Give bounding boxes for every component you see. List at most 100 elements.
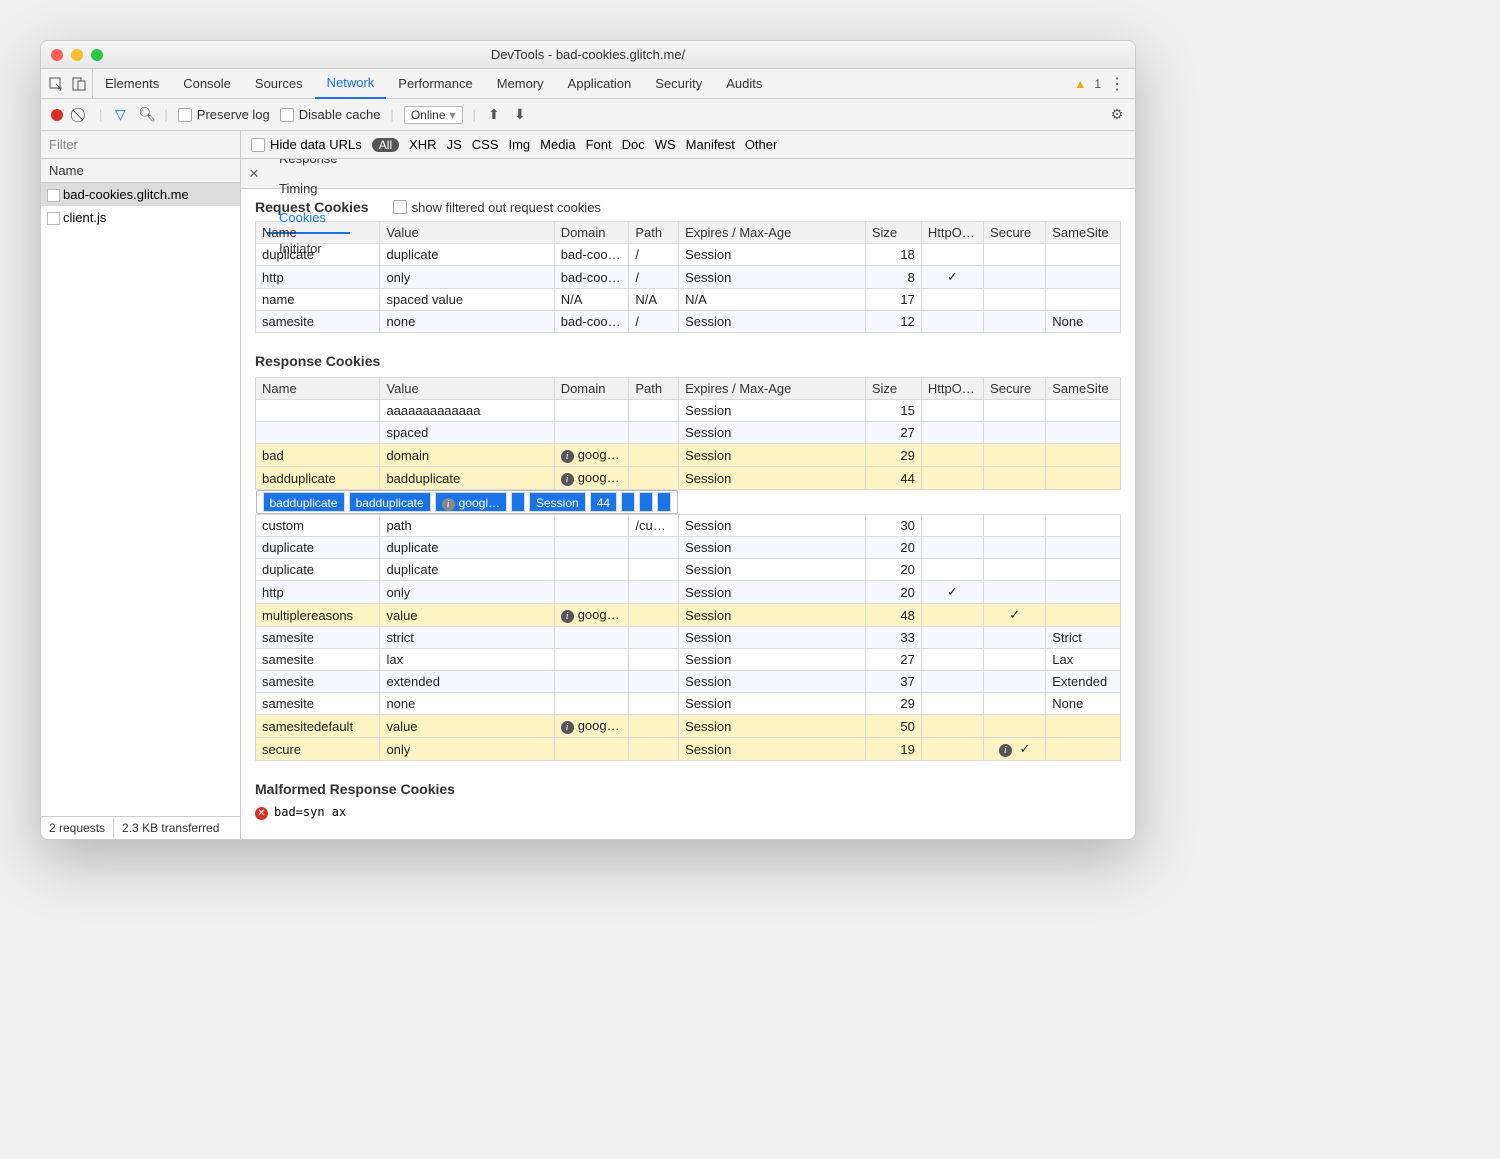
hide-data-urls-checkbox[interactable]: Hide data URLs bbox=[251, 137, 362, 152]
table-row[interactable]: badduplicatebadduplicateigoogl…Session44 bbox=[256, 467, 1121, 490]
status-bar: 2 requests 2.3 KB transferred bbox=[41, 816, 240, 839]
tab-audits[interactable]: Audits bbox=[714, 69, 774, 99]
response-cookies-title: Response Cookies bbox=[255, 353, 380, 369]
filter-type-ws[interactable]: WS bbox=[655, 137, 676, 152]
table-row[interactable]: aaaaaaaaaaaaaSession15 bbox=[256, 400, 1121, 422]
preserve-log-checkbox[interactable]: Preserve log bbox=[178, 107, 270, 122]
request-list: Name bad-cookies.glitch.meclient.js 2 re… bbox=[41, 159, 241, 839]
column-header[interactable]: Secure bbox=[984, 222, 1046, 244]
table-row[interactable]: httponlybad-coo…/Session8✓ bbox=[256, 266, 1121, 289]
upload-icon[interactable]: ⬆ bbox=[486, 106, 502, 123]
column-header[interactable]: Size bbox=[865, 378, 921, 400]
tab-console[interactable]: Console bbox=[171, 69, 243, 99]
table-row[interactable]: samesiteextendedSession37Extended bbox=[256, 671, 1121, 693]
malformed-cookie-row: ✕bad=syn ax bbox=[255, 803, 1121, 821]
tab-security[interactable]: Security bbox=[643, 69, 714, 99]
column-header[interactable]: Domain bbox=[554, 378, 629, 400]
clear-icon[interactable]: ⃠ bbox=[73, 106, 89, 123]
throttling-select[interactable]: Online ▾ bbox=[404, 106, 463, 124]
column-header[interactable]: SameSite bbox=[1046, 222, 1121, 244]
response-cookies-table[interactable]: NameValueDomainPathExpires / Max-AgeSize… bbox=[255, 377, 1121, 761]
warning-count: 1 bbox=[1094, 77, 1101, 91]
column-header[interactable]: HttpO… bbox=[921, 222, 983, 244]
filter-type-other[interactable]: Other bbox=[745, 137, 778, 152]
table-row[interactable]: samesitenonebad-coo…/Session12None bbox=[256, 311, 1121, 333]
tab-application[interactable]: Application bbox=[556, 69, 644, 99]
table-row[interactable]: secureonlySession19i ✓ bbox=[256, 738, 1121, 761]
column-header[interactable]: Path bbox=[629, 378, 679, 400]
table-row[interactable]: samesitestrictSession33Strict bbox=[256, 627, 1121, 649]
request-cookies-title: Request Cookies bbox=[255, 199, 369, 215]
table-row[interactable]: namespaced valueN/AN/AN/A17 bbox=[256, 289, 1121, 311]
column-header[interactable]: HttpO… bbox=[921, 378, 983, 400]
request-row[interactable]: client.js bbox=[41, 206, 240, 229]
request-count: 2 requests bbox=[41, 817, 114, 839]
column-header[interactable]: SameSite bbox=[1046, 378, 1121, 400]
filter-icon[interactable]: ▽ bbox=[112, 106, 128, 123]
column-header[interactable]: Path bbox=[629, 222, 679, 244]
filter-input[interactable]: Filter bbox=[41, 131, 241, 158]
window-title: DevTools - bad-cookies.glitch.me/ bbox=[41, 47, 1135, 62]
record-button[interactable] bbox=[51, 109, 63, 121]
table-row[interactable]: badduplicatebadduplicateigoogl…Session44 bbox=[256, 490, 679, 514]
filter-type-media[interactable]: Media bbox=[540, 137, 575, 152]
column-header[interactable]: Name bbox=[256, 378, 380, 400]
tab-sources[interactable]: Sources bbox=[243, 69, 315, 99]
tab-network[interactable]: Network bbox=[315, 69, 387, 99]
settings-icon[interactable]: ⚙ bbox=[1109, 106, 1125, 123]
inspect-tools[interactable] bbox=[41, 69, 93, 98]
disable-cache-checkbox[interactable]: Disable cache bbox=[280, 107, 381, 122]
close-icon[interactable]: ✕ bbox=[241, 166, 267, 182]
warning-icon[interactable]: ▲ bbox=[1074, 77, 1086, 91]
request-cookies-table[interactable]: NameValueDomainPathExpires / Max-AgeSize… bbox=[255, 221, 1121, 333]
table-row[interactable]: samesitelaxSession27Lax bbox=[256, 649, 1121, 671]
download-icon[interactable]: ⬇ bbox=[512, 106, 528, 123]
filter-bar: Filter Hide data URLs All XHR JS CSS Img Medi… bbox=[41, 131, 1135, 159]
filter-type-doc[interactable]: Doc bbox=[622, 137, 645, 152]
tab-performance[interactable]: Performance bbox=[386, 69, 484, 99]
table-row[interactable]: duplicateduplicateSession20 bbox=[256, 537, 1121, 559]
table-row[interactable]: custompath/cu…Session30 bbox=[256, 515, 1121, 537]
request-row[interactable]: bad-cookies.glitch.me bbox=[41, 183, 240, 206]
column-header[interactable]: Size bbox=[865, 222, 921, 244]
table-row[interactable]: httponlySession20✓ bbox=[256, 581, 1121, 604]
filter-type-xhr[interactable]: XHR bbox=[409, 137, 436, 152]
filter-type-manifest[interactable]: Manifest bbox=[686, 137, 735, 152]
detail-pane: ✕ HeadersPreviewResponseTimingCookiesIni… bbox=[241, 159, 1135, 839]
column-header[interactable]: Value bbox=[380, 222, 554, 244]
main-tabstrip: ElementsConsoleSourcesNetworkPerformance… bbox=[41, 69, 1135, 99]
table-row[interactable]: duplicateduplicatebad-coo…/Session18 bbox=[256, 244, 1121, 266]
name-column-header[interactable]: Name bbox=[41, 159, 240, 183]
table-row[interactable]: multiplereasonsvalueigoogl…Session48✓ bbox=[256, 604, 1121, 627]
table-row[interactable]: baddomainigoogl…Session29 bbox=[256, 444, 1121, 467]
table-row[interactable]: spacedSession27 bbox=[256, 422, 1121, 444]
table-row[interactable]: samesitenoneSession29None bbox=[256, 693, 1121, 715]
subtab-response[interactable]: Response bbox=[267, 159, 350, 174]
filter-type-img[interactable]: Img bbox=[508, 137, 530, 152]
filter-type-all[interactable]: All bbox=[372, 138, 399, 152]
column-header[interactable]: Expires / Max-Age bbox=[679, 222, 866, 244]
transferred-size: 2.3 KB transferred bbox=[114, 817, 227, 839]
main-split: Name bad-cookies.glitch.meclient.js 2 re… bbox=[41, 159, 1135, 839]
table-row[interactable]: samesitedefaultvalueigoogl…Session50 bbox=[256, 715, 1121, 738]
table-row[interactable]: duplicateduplicateSession20 bbox=[256, 559, 1121, 581]
devtools-window: DevTools - bad-cookies.glitch.me/ Elemen… bbox=[40, 40, 1136, 840]
tab-memory[interactable]: Memory bbox=[485, 69, 556, 99]
inspect-icon bbox=[48, 76, 64, 92]
column-header[interactable]: Value bbox=[380, 378, 554, 400]
show-filtered-checkbox[interactable]: show filtered out request cookies bbox=[393, 200, 601, 215]
filter-type-js[interactable]: JS bbox=[447, 137, 462, 152]
error-icon: ✕ bbox=[255, 807, 268, 820]
tab-elements[interactable]: Elements bbox=[93, 69, 171, 99]
menu-icon[interactable]: ⋮ bbox=[1109, 74, 1125, 94]
filter-type-css[interactable]: CSS bbox=[472, 137, 499, 152]
device-icon bbox=[72, 77, 86, 91]
column-header[interactable]: Domain bbox=[554, 222, 629, 244]
column-header[interactable]: Secure bbox=[984, 378, 1046, 400]
network-toolbar: ⃠ | ▽ 🔍︎ | Preserve log Disable cache | … bbox=[41, 99, 1135, 131]
malformed-cookies-title: Malformed Response Cookies bbox=[255, 781, 455, 797]
filter-type-font[interactable]: Font bbox=[586, 137, 612, 152]
search-icon[interactable]: 🔍︎ bbox=[138, 106, 154, 123]
column-header[interactable]: Expires / Max-Age bbox=[679, 378, 866, 400]
detail-tabs: ✕ HeadersPreviewResponseTimingCookiesIni… bbox=[241, 159, 1135, 189]
